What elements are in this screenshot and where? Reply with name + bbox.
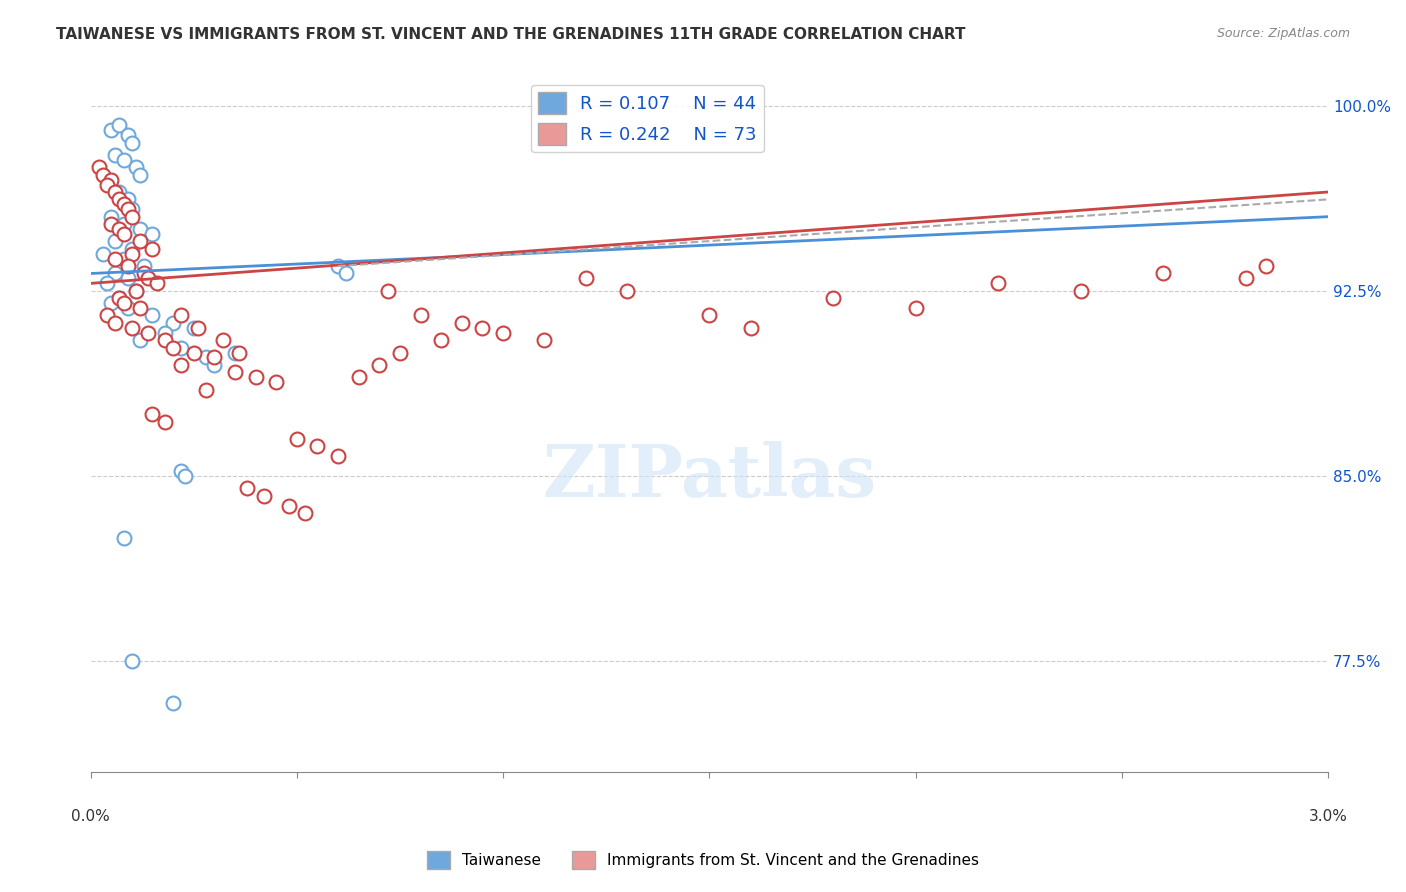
Text: 3.0%: 3.0% <box>1309 809 1347 824</box>
Legend: Taiwanese, Immigrants from St. Vincent and the Grenadines: Taiwanese, Immigrants from St. Vincent a… <box>420 845 986 875</box>
Text: 0.0%: 0.0% <box>72 809 110 824</box>
Text: ZIPatlas: ZIPatlas <box>543 442 876 512</box>
Legend: R = 0.107    N = 44, R = 0.242    N = 73: R = 0.107 N = 44, R = 0.242 N = 73 <box>531 85 763 153</box>
Text: TAIWANESE VS IMMIGRANTS FROM ST. VINCENT AND THE GRENADINES 11TH GRADE CORRELATI: TAIWANESE VS IMMIGRANTS FROM ST. VINCENT… <box>56 27 966 42</box>
Text: Source: ZipAtlas.com: Source: ZipAtlas.com <box>1216 27 1350 40</box>
